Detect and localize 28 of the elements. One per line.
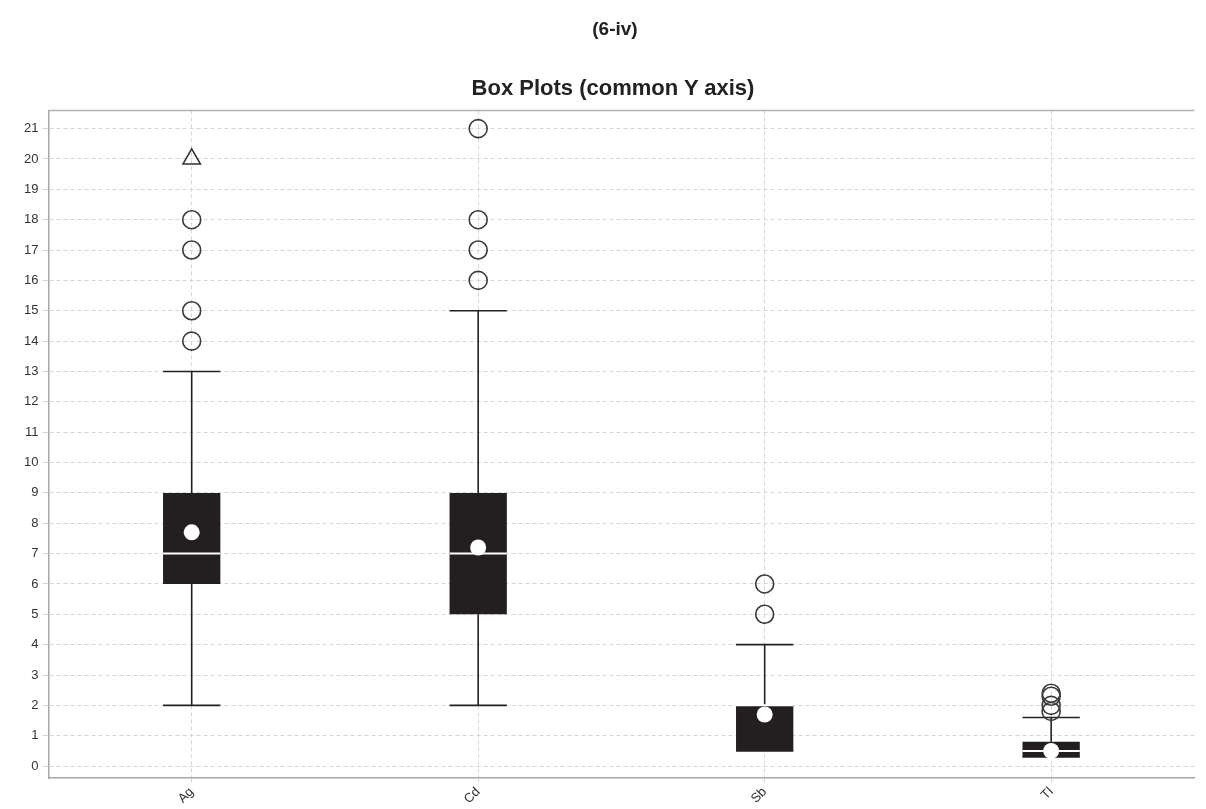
y-tick-label: 17: [23, 241, 39, 257]
y-tick-label: 7: [31, 545, 39, 561]
y-tick-label: 0: [31, 757, 39, 773]
y-tick-label: 1: [31, 727, 39, 743]
chart-title: Box Plots (common Y axis): [471, 75, 755, 101]
y-tick-label: 21: [23, 120, 39, 136]
y-tick-label: 4: [31, 636, 39, 652]
y-tick-label: 9: [31, 484, 39, 500]
text: (6-iv): [592, 18, 638, 40]
y-tick-label: 19: [23, 180, 39, 196]
y-tick-label: 8: [31, 514, 39, 530]
y-tick-label: 6: [31, 575, 39, 591]
y-tick-label: 15: [23, 302, 39, 318]
y-tick-label: 5: [31, 605, 39, 621]
x-tick-label: Tl: [1037, 783, 1056, 803]
y-tick-label: 13: [23, 363, 39, 379]
y-tick-label: 16: [23, 271, 39, 287]
y-tick-label: 20: [23, 150, 39, 166]
x-tick-label: Sb: [747, 783, 770, 806]
y-tick-label: 14: [23, 332, 39, 348]
x-tick-label: Ag: [174, 783, 197, 806]
x-tick-label: Cd: [460, 783, 483, 807]
y-tick-label: 10: [23, 454, 39, 470]
y-tick-label: 18: [23, 211, 39, 227]
y-tick-label: 3: [31, 666, 39, 682]
y-tick-label: 2: [31, 696, 39, 712]
y-tick-label: 12: [23, 393, 39, 409]
y-tick-label: 11: [24, 423, 39, 439]
